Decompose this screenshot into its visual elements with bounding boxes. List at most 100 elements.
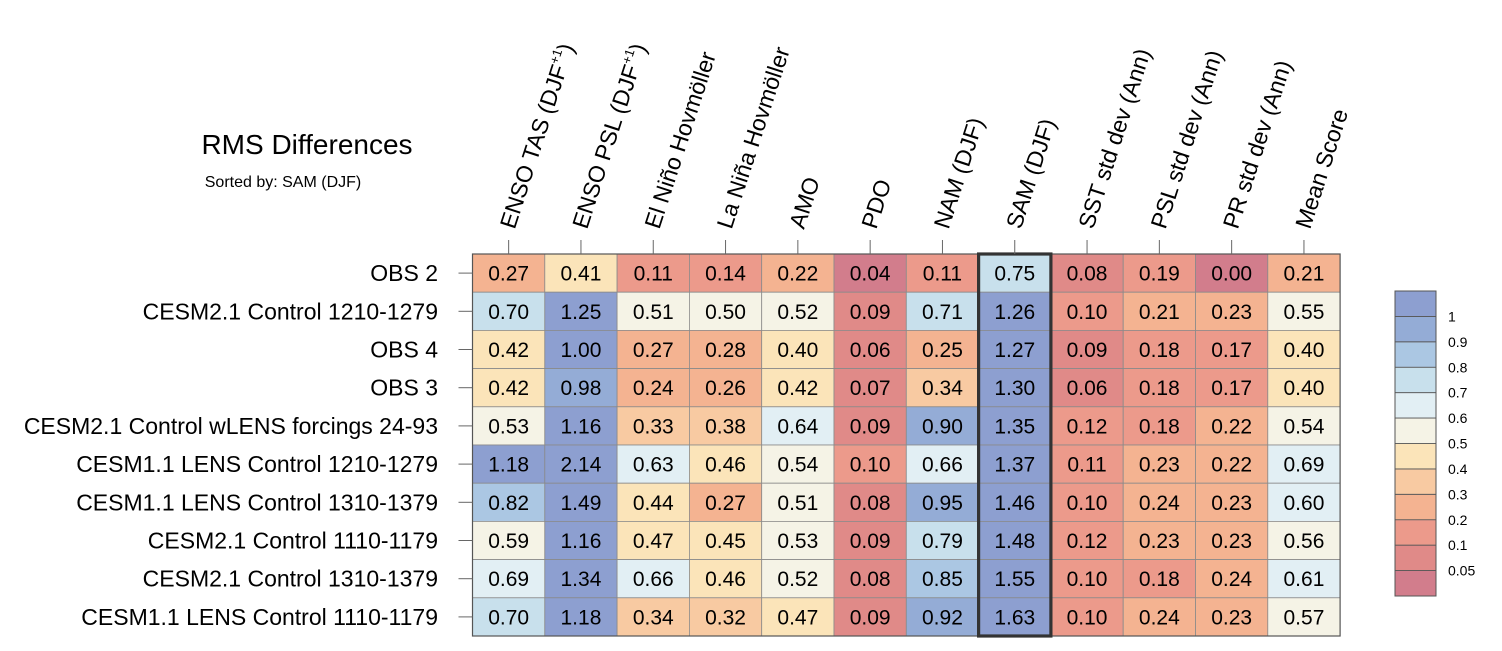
colorbar-label: 0.05 [1448,563,1475,579]
colorbar-segment [1394,417,1437,444]
column-label-text: ENSO PSL (DJF [567,61,644,231]
cell-value-label: 0.09 [850,606,891,629]
heatmap-cell [761,597,835,637]
colorbar-segment [1394,316,1437,343]
cell-value-label: 0.23 [1211,606,1252,629]
heatmap-cell [472,368,546,408]
cell-value-label: 0.23 [1211,492,1252,515]
heatmap-cell [472,253,546,293]
heatmap-cell [1122,368,1196,408]
heatmap-cell [833,444,907,484]
cell-value-label: 0.08 [1067,263,1108,286]
cell-value-label: 0.50 [705,301,746,324]
heatmap-cell [905,291,979,331]
cell-value-label: 0.53 [777,530,818,553]
cell-value-label: 0.95 [922,492,963,515]
column-label-pr-std-dev-ann: PR std dev (Ann) [1218,57,1297,232]
cell-value-label: 0.85 [922,568,963,591]
cell-value-label: 0.54 [1284,415,1325,438]
colorbar-label: 0.5 [1448,436,1468,452]
cell-value-label: 0.70 [488,301,529,324]
cell-value-label: 0.34 [633,606,674,629]
heatmap-cell [544,406,618,446]
cell-value-label: 0.18 [1139,568,1180,591]
column-label-el-ni-o-hovm-ller: El Niño Hovmöller [639,48,721,231]
heatmap-cell [1195,559,1269,599]
heatmap-cell [472,559,546,599]
cell-value-label: 0.24 [1139,492,1180,515]
heatmap-cell [689,521,763,561]
cell-value-label: 0.41 [561,263,602,286]
column-labels: ENSO TAS (DJF+1)ENSO PSL (DJF+1)El Niño … [495,40,1353,254]
column-label-text: ENSO TAS (DJF [495,61,572,231]
column-label-sam-djf: SAM (DJF) [1001,115,1061,231]
row-labels: OBS 2 CESM2.1 Control 1210-1279 OBS 4 OBS 3… [24,260,473,630]
cell-value-label: 0.10 [1067,301,1108,324]
cell-value-label: 0.38 [705,415,746,438]
heatmap-cell [1122,482,1196,522]
cell-value-label: 0.59 [488,530,529,553]
cell-value-label: 0.52 [777,301,818,324]
cell-value-label: 0.90 [922,415,963,438]
cell-value-label: 0.10 [1067,492,1108,515]
cell-value-label: 0.53 [488,415,529,438]
cell-value-label: 0.66 [633,568,674,591]
column-label-nam-djf: NAM (DJF) [928,114,988,231]
cell-value-label: 0.45 [705,530,746,553]
cell-value-label: 0.47 [633,530,674,553]
cell-value-label: 0.51 [777,492,818,515]
cell-value-label: 0.54 [777,454,818,477]
cell-value-label: 0.32 [705,606,746,629]
colorbar-label: 0.6 [1448,410,1468,426]
heatmap-cell [689,253,763,293]
cell-value-label: 1.48 [994,530,1035,553]
cell-value-label: 0.57 [1284,606,1325,629]
cell-value-label: 0.60 [1284,492,1325,515]
heatmap-cell [544,559,618,599]
heatmap-cell [905,521,979,561]
heatmap-cell [616,329,690,369]
cell-value-label: 0.04 [850,263,891,286]
heatmap-cell [978,559,1052,599]
row-label-obs-3: OBS 3 [370,375,438,401]
cell-value-label: 0.55 [1284,301,1325,324]
cell-value-label: 0.18 [1139,415,1180,438]
cell-value-label: 0.22 [1211,415,1252,438]
heatmap-cell [1195,482,1269,522]
cell-value-label: 0.42 [488,339,529,362]
cell-value-label: 0.52 [777,568,818,591]
heatmap-cell [1050,559,1124,599]
cell-value-label: 1.34 [561,568,602,591]
cell-value-label: 0.51 [633,301,674,324]
row-label-obs-4: OBS 4 [370,337,438,363]
cell-value-label: 0.46 [705,568,746,591]
heatmap-cell [1267,559,1341,599]
heatmap-cell [978,291,1052,331]
cell-value-label: 0.23 [1211,530,1252,553]
heatmap-cell [1195,597,1269,637]
heatmap-cell [616,368,690,408]
colorbar-segment [1394,519,1437,546]
cell-value-label: 1.00 [561,339,602,362]
cell-value-label: 0.82 [488,492,529,515]
heatmap-cell [978,597,1052,637]
column-label-la-ni-a-hovm-ller: La Niña Hovmöller [712,43,795,231]
heatmap-cell [833,368,907,408]
heatmap-cell [1267,444,1341,484]
cell-value-label: 0.09 [850,301,891,324]
cell-value-label: 0.11 [1067,454,1106,477]
cell-value-label: 0.24 [1139,606,1180,629]
colorbar-label: 1 [1448,308,1456,324]
cell-value-label: 0.19 [1139,263,1180,286]
cell-value-label: 1.46 [994,492,1035,515]
column-label-text: SST std dev (Ann) [1073,45,1156,231]
cell-value-label: 0.18 [1139,339,1180,362]
cell-value-label: 0.07 [850,377,891,400]
heatmap-cell [544,253,618,293]
colorbar-label: 0.1 [1448,537,1468,553]
cell-value-label: 0.10 [850,454,891,477]
cell-value-label: 1.16 [561,530,602,553]
cell-value-label: 0.56 [1284,530,1325,553]
heatmap-cell [1267,253,1341,293]
cell-value-label: 0.11 [923,263,962,286]
